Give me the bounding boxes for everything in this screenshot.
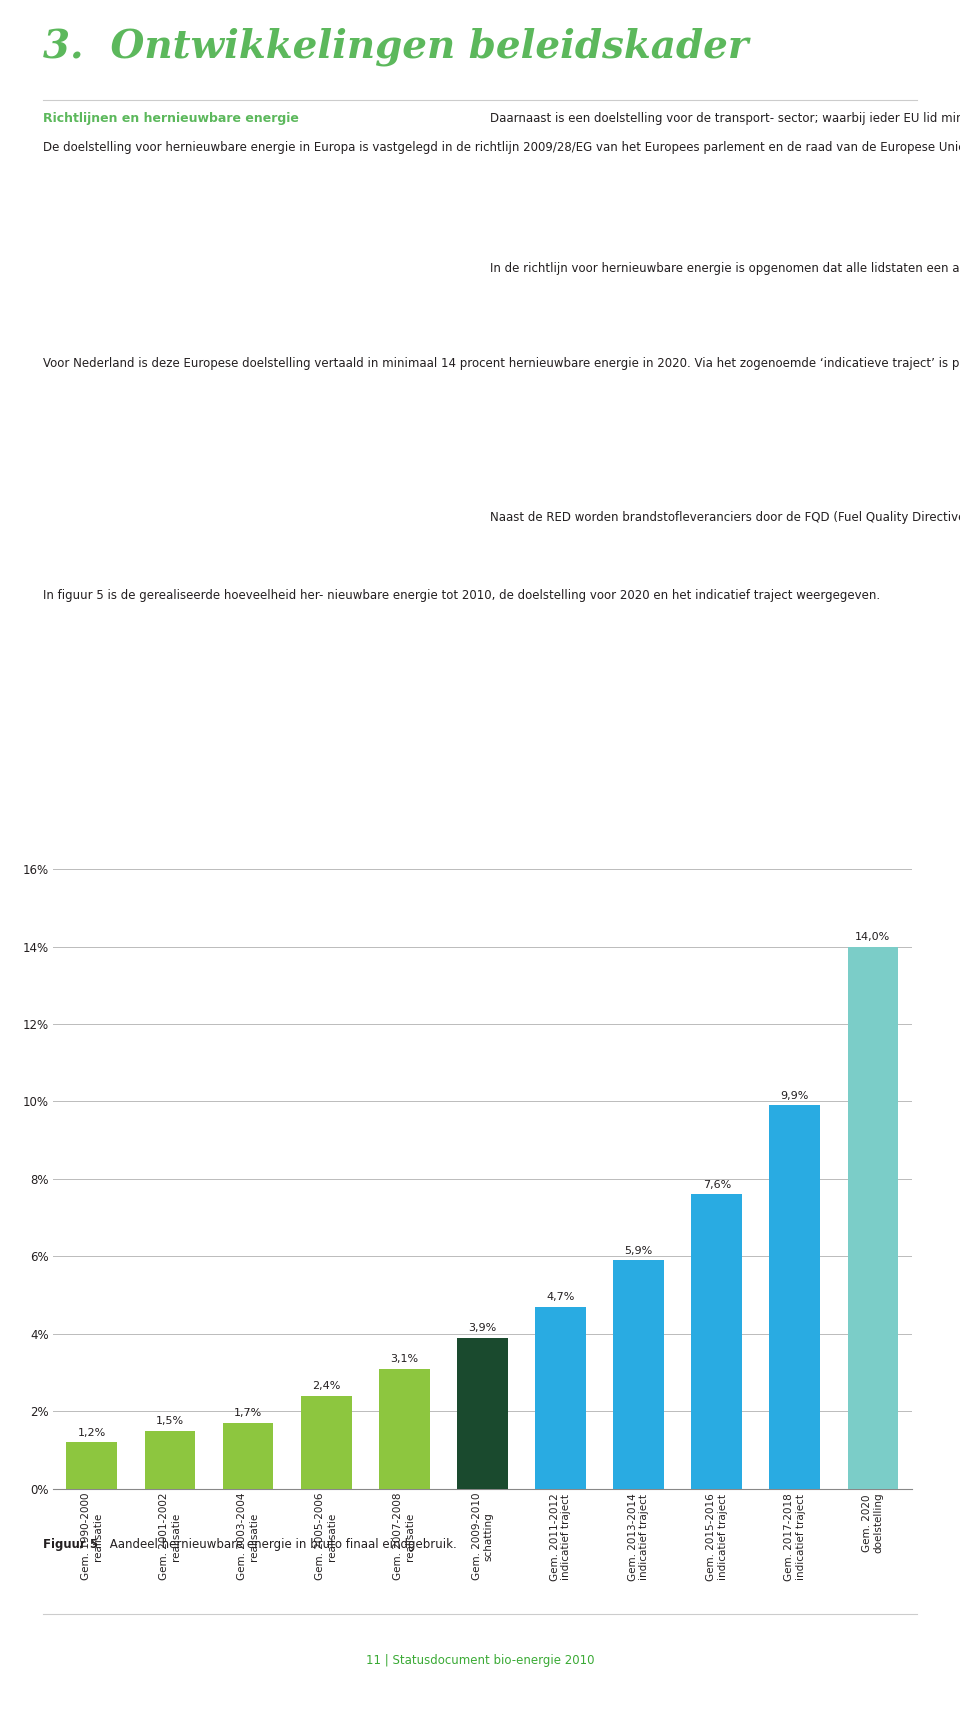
Text: 1,5%: 1,5% xyxy=(156,1416,184,1427)
Text: 4,7%: 4,7% xyxy=(546,1292,575,1303)
Bar xyxy=(535,1306,586,1489)
Bar xyxy=(848,947,899,1489)
Text: Richtlijnen en hernieuwbare energie: Richtlijnen en hernieuwbare energie xyxy=(43,112,300,126)
Text: 2,4%: 2,4% xyxy=(312,1380,341,1391)
Bar xyxy=(223,1423,274,1489)
Text: 3,1%: 3,1% xyxy=(390,1354,419,1365)
Bar xyxy=(613,1260,664,1489)
Bar xyxy=(770,1105,820,1489)
Text: De doelstelling voor hernieuwbare energie in Europa is vastgelegd in de richtlij: De doelstelling voor hernieuwbare energi… xyxy=(43,141,960,155)
Text: Naast de RED worden brandstofleveranciers door de FQD (Fuel Quality Directive, 2: Naast de RED worden brandstofleverancier… xyxy=(490,511,960,523)
Text: Voor Nederland is deze Europese doelstelling vertaald in minimaal 14 procent her: Voor Nederland is deze Europese doelstel… xyxy=(43,358,960,370)
Text: 9,9%: 9,9% xyxy=(780,1091,809,1101)
Text: Figuur 5: Figuur 5 xyxy=(43,1539,98,1551)
Bar xyxy=(66,1442,117,1489)
Text: In de richtlijn voor hernieuwbare energie is opgenomen dat alle lidstaten een ac: In de richtlijn voor hernieuwbare energi… xyxy=(490,262,960,275)
Text: Daarnaast is een doelstelling voor de transport- sector; waarbij ieder EU lid mi: Daarnaast is een doelstelling voor de tr… xyxy=(490,112,960,126)
Text: 7,6%: 7,6% xyxy=(703,1179,731,1189)
Text: 1,2%: 1,2% xyxy=(78,1427,106,1437)
Bar xyxy=(379,1368,430,1489)
Text: 1,7%: 1,7% xyxy=(234,1408,262,1418)
Text: 3.  Ontwikkelingen beleidskader: 3. Ontwikkelingen beleidskader xyxy=(43,28,749,65)
Bar xyxy=(691,1194,742,1489)
Bar xyxy=(300,1396,351,1489)
Text: 14,0%: 14,0% xyxy=(855,931,891,941)
Text: Aandeel hernieuwbare energie in bruto finaal eindgebruik.: Aandeel hernieuwbare energie in bruto fi… xyxy=(107,1539,457,1551)
Text: 5,9%: 5,9% xyxy=(625,1246,653,1256)
Bar xyxy=(145,1430,195,1489)
Text: In figuur 5 is de gerealiseerde hoeveelheid her- nieuwbare energie tot 2010, de : In figuur 5 is de gerealiseerde hoeveelh… xyxy=(43,589,880,602)
Text: 11 | Statusdocument bio-energie 2010: 11 | Statusdocument bio-energie 2010 xyxy=(366,1654,594,1668)
Bar xyxy=(457,1337,508,1489)
Text: 3,9%: 3,9% xyxy=(468,1323,496,1334)
